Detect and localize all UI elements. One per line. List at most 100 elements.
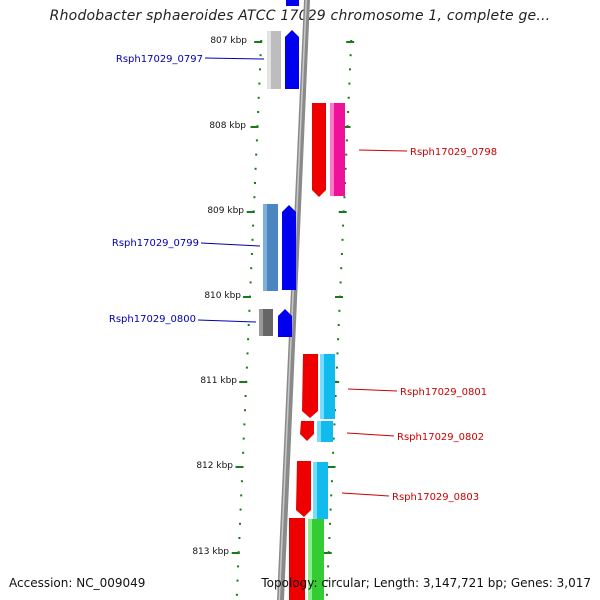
rail-dot	[237, 565, 240, 568]
tick-rails	[231, 40, 355, 596]
gene-block-shade	[317, 421, 321, 442]
backbone-highlight	[278, 0, 307, 600]
rail-dot	[255, 139, 258, 142]
gene-label-0797[interactable]: Rsph17029_0797	[116, 54, 203, 65]
rail-dot	[243, 423, 246, 426]
rail-dot	[340, 253, 343, 255]
gene-arrow[interactable]	[285, 30, 299, 89]
gene-arrow[interactable]	[312, 103, 326, 197]
tick-label: 810 kbp	[204, 291, 241, 301]
rail-dot	[327, 565, 330, 568]
tick-label: 808 kbp	[209, 121, 246, 131]
rail-dot	[253, 196, 256, 199]
gene-label-0800[interactable]: Rsph17029_0800	[109, 314, 196, 325]
rail-dot	[339, 281, 342, 284]
rail-dot	[349, 68, 351, 71]
gene-block-shade	[330, 103, 334, 196]
rail-dot	[343, 196, 346, 199]
gene-label-0801[interactable]: Rsph17029_0801	[400, 387, 487, 398]
gene-arrow[interactable]	[282, 205, 296, 290]
rail-dot	[240, 494, 243, 497]
tick-label: 811 kbp	[200, 376, 237, 386]
rail-dot	[349, 54, 352, 57]
tick-label: 812 kbp	[196, 461, 233, 471]
gene-label-0799[interactable]: Rsph17029_0799	[112, 238, 199, 249]
gene-block[interactable]	[286, 0, 299, 6]
major-tick	[331, 381, 340, 383]
rail-dot	[347, 111, 350, 113]
rail-dot	[334, 395, 337, 397]
rail-dot	[251, 238, 254, 241]
rail-dot	[259, 54, 262, 57]
rail-dot	[245, 366, 248, 369]
rail-dot	[250, 267, 253, 270]
gene-block-shade	[313, 462, 317, 519]
rail-dot	[236, 579, 239, 582]
gene-features[interactable]	[259, 0, 345, 600]
major-tick	[323, 552, 332, 554]
gene-label-0798[interactable]: Rsph17029_0798	[410, 147, 497, 158]
gene-block-shade	[267, 31, 271, 89]
rail-dot	[238, 537, 241, 539]
major-tick	[327, 466, 336, 468]
rail-dot	[239, 522, 241, 525]
map-title: Rhodobacter sphaeroides ATCC 17029 chrom…	[49, 8, 551, 24]
rail-dot	[344, 167, 347, 170]
rail-dot	[252, 224, 255, 227]
rail-dot	[246, 352, 249, 355]
gene-block-shade	[259, 309, 263, 336]
rail-dot	[247, 338, 250, 341]
gene-block-shade	[263, 204, 267, 291]
major-tick	[239, 381, 248, 383]
rail-dot	[250, 253, 253, 255]
rail-dot	[337, 324, 340, 326]
major-tick	[254, 41, 263, 43]
rail-dot	[333, 423, 336, 426]
rail-dot	[342, 224, 345, 227]
rail-dot	[345, 153, 348, 156]
rail-dot	[255, 153, 258, 156]
major-tick	[342, 126, 351, 128]
rail-dot	[338, 309, 341, 312]
rail-dot	[347, 96, 350, 99]
rail-dot	[239, 508, 242, 511]
gene-label-0802[interactable]: Rsph17029_0802	[397, 432, 484, 443]
tick-label: 807 kbp	[210, 36, 247, 46]
gene-arrow[interactable]	[296, 461, 311, 517]
gene-arrow[interactable]	[278, 309, 292, 337]
rail-dot	[336, 352, 339, 355]
major-tick	[235, 466, 244, 468]
gene-arrow[interactable]	[300, 421, 314, 441]
gene-callouts	[197, 57, 408, 497]
major-tick	[231, 552, 240, 554]
rail-dot	[248, 309, 251, 312]
rail-dot	[254, 182, 256, 184]
kbp-axis: 807 kbp 808 kbp 809 kbp 810 kbp 811 kbp …	[192, 36, 247, 557]
rail-dot	[257, 96, 260, 99]
rail-dot	[328, 537, 331, 539]
major-tick	[243, 296, 251, 298]
rail-dot	[249, 281, 252, 284]
gene-label-0803[interactable]: Rsph17029_0803	[392, 492, 479, 503]
rail-dot	[244, 395, 247, 397]
summary-text: Topology: circular; Length: 3,147,721 bp…	[261, 576, 591, 590]
major-tick	[338, 211, 347, 213]
major-tick	[335, 296, 343, 298]
rail-dot	[332, 437, 335, 440]
gene-block[interactable]	[289, 518, 305, 600]
rail-dot	[242, 451, 245, 454]
rail-dot	[247, 324, 250, 326]
major-tick	[250, 126, 259, 128]
gene-block-shade	[320, 354, 324, 419]
rail-dot	[330, 480, 333, 483]
rail-dot	[348, 82, 351, 85]
rail-dot	[244, 409, 246, 412]
rail-dot	[326, 579, 329, 582]
rail-dot	[345, 139, 348, 142]
tick-label: 809 kbp	[207, 206, 244, 216]
gene-arrow[interactable]	[302, 354, 318, 418]
tick-label: 813 kbp	[192, 547, 229, 557]
rail-dot	[258, 82, 261, 85]
gene-labels[interactable]: Rsph17029_0797 Rsph17029_0798 Rsph17029_…	[109, 54, 497, 503]
